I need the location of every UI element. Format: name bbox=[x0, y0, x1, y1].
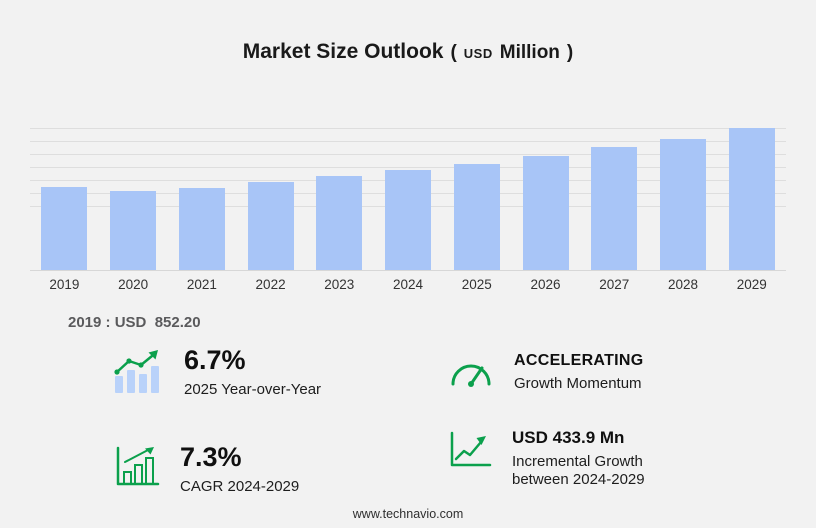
page-title: Market Size Outlook ( USD Million ) bbox=[0, 40, 816, 64]
x-label: 2029 bbox=[736, 277, 767, 292]
x-label: 2026 bbox=[530, 277, 561, 292]
x-label: 2024 bbox=[393, 277, 424, 292]
bar-series bbox=[30, 120, 786, 270]
bar-slot bbox=[374, 170, 443, 270]
bar-2025 bbox=[453, 164, 500, 270]
title-currency: USD bbox=[463, 46, 493, 61]
x-label: 2028 bbox=[667, 277, 698, 292]
incremental-label-line1: Incremental Growth bbox=[512, 453, 643, 470]
title-paren-open: ( bbox=[450, 42, 457, 63]
gridline bbox=[30, 154, 786, 155]
title-paren-close: ) bbox=[566, 42, 574, 63]
x-label: 2020 bbox=[118, 277, 149, 292]
x-axis-labels: 2019 2020 2021 2022 2023 2024 2025 2026 2027 2028… bbox=[30, 277, 786, 292]
stat-momentum-text: ACCELERATING Growth Momentum bbox=[514, 352, 644, 392]
bar-slot bbox=[717, 128, 786, 270]
bar-2028 bbox=[659, 139, 706, 270]
x-label: 2022 bbox=[255, 277, 286, 292]
title-main: Market Size Outlook bbox=[242, 40, 444, 63]
yoy-label: 2025 Year-over-Year bbox=[184, 381, 322, 399]
cagr-label: CAGR 2024-2029 bbox=[180, 478, 300, 496]
momentum-title: ACCELERATING bbox=[514, 352, 644, 369]
bar-slot bbox=[511, 156, 580, 270]
x-label: 2019 bbox=[49, 277, 80, 292]
stat-incremental: USD 433.9 Mn Incremental Growth between … bbox=[448, 428, 645, 488]
bar-slot bbox=[305, 176, 374, 270]
bar-slot bbox=[442, 164, 511, 270]
speedometer-icon bbox=[448, 354, 494, 390]
bar-2026 bbox=[522, 156, 569, 270]
stat-yoy-text: 6.7% 2025 Year-over-Year bbox=[184, 345, 322, 399]
gridline bbox=[30, 141, 786, 142]
bar-2022 bbox=[247, 182, 294, 270]
x-label: 2025 bbox=[461, 277, 492, 292]
incremental-value: USD 433.9 Mn bbox=[512, 428, 625, 447]
footer-url: www.technavio.com bbox=[352, 507, 464, 521]
bar-2024 bbox=[385, 170, 432, 270]
bar-2021 bbox=[178, 188, 225, 270]
bar-2023 bbox=[316, 176, 363, 270]
base-year-annotation: 2019 : USD 852.20 bbox=[68, 314, 201, 331]
bar-2027 bbox=[591, 147, 638, 270]
bar-chart bbox=[30, 120, 786, 271]
stat-incremental-text: USD 433.9 Mn Incremental Growth between … bbox=[512, 428, 645, 488]
bar-slot bbox=[167, 188, 236, 270]
stat-cagr: 7.3% CAGR 2024-2029 bbox=[112, 443, 299, 495]
x-label: 2027 bbox=[599, 277, 630, 292]
bar-slot bbox=[236, 182, 305, 270]
cagr-chart-icon bbox=[112, 445, 160, 489]
stat-momentum: ACCELERATING Growth Momentum bbox=[448, 352, 644, 392]
bar-2029 bbox=[728, 128, 775, 270]
bar-2020 bbox=[110, 191, 157, 270]
bar-slot bbox=[649, 139, 718, 270]
bar-slot bbox=[30, 187, 99, 270]
gridline bbox=[30, 128, 786, 129]
x-label: 2021 bbox=[186, 277, 217, 292]
cagr-value: 7.3% bbox=[180, 442, 242, 472]
title-unit: Million bbox=[499, 42, 560, 63]
gridline bbox=[30, 167, 786, 168]
bar-2019 bbox=[41, 187, 88, 270]
yoy-value: 6.7% bbox=[184, 345, 246, 375]
incremental-label-line2: between 2024-2029 bbox=[512, 471, 645, 488]
incremental-growth-icon bbox=[448, 430, 492, 470]
stat-cagr-text: 7.3% CAGR 2024-2029 bbox=[180, 442, 300, 496]
bar-slot bbox=[99, 191, 168, 270]
momentum-label: Growth Momentum bbox=[514, 375, 642, 392]
x-label: 2023 bbox=[324, 277, 355, 292]
yoy-bars-growth-icon bbox=[112, 348, 164, 394]
bar-slot bbox=[580, 147, 649, 270]
stat-yoy: 6.7% 2025 Year-over-Year bbox=[112, 346, 321, 398]
